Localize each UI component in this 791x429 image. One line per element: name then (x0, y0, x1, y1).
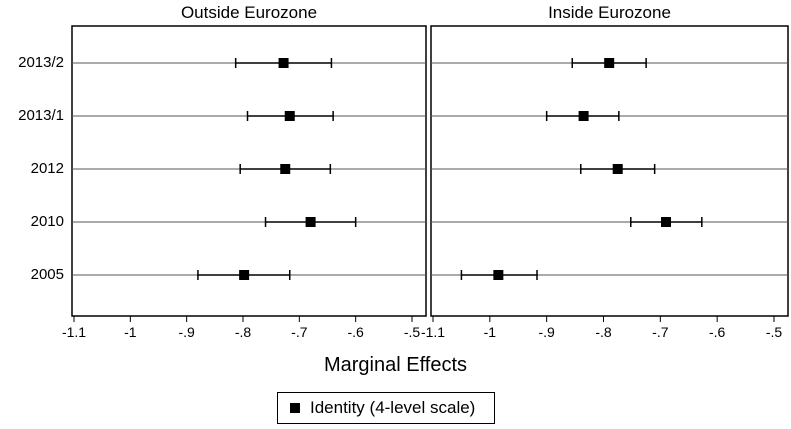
panel-title-outside: Outside Eurozone (180, 3, 318, 22)
point-marker (661, 217, 672, 227)
y-category-label: 2005 (30, 266, 64, 283)
point-marker (604, 58, 615, 68)
x-tick-label: -.8 (595, 324, 612, 340)
point-marker (278, 58, 289, 68)
panel-frame (430, 25, 789, 317)
x-tick-label: -1 (483, 324, 497, 340)
y-category-label: 2010 (30, 213, 64, 230)
x-tick-label: -.7 (652, 324, 669, 340)
y-category-label: 2013/1 (18, 107, 64, 124)
x-tick-label: -.5 (765, 324, 783, 340)
point-marker (305, 217, 316, 227)
panel-frame (71, 25, 427, 317)
point-marker (280, 164, 291, 174)
x-tick-label: -1.1 (420, 324, 446, 340)
point-marker (284, 111, 295, 121)
point-marker (239, 270, 250, 280)
point-marker (578, 111, 589, 121)
x-tick-label: -1 (124, 324, 137, 340)
legend: Identity (4-level scale) (277, 392, 495, 424)
legend-marker (290, 403, 300, 413)
x-tick-label: -1.1 (61, 324, 87, 340)
point-marker (493, 270, 504, 280)
x-tick-label: -.9 (178, 324, 195, 340)
x-tick-label: -.6 (708, 324, 726, 340)
x-tick-label: -.5 (403, 324, 421, 340)
y-category-label: 2013/2 (18, 54, 64, 71)
legend-label: Identity (4-level scale) (310, 398, 476, 417)
x-tick-label: -.6 (347, 324, 364, 340)
x-tick-label: -.8 (234, 324, 252, 340)
panel-title-inside: Inside Eurozone (548, 3, 671, 22)
x-tick-label: -.7 (291, 324, 308, 340)
x-tick-label: -.9 (538, 324, 555, 340)
x-axis-title: Marginal Effects (323, 354, 468, 376)
point-marker (612, 164, 623, 174)
y-category-label: 2012 (30, 160, 64, 177)
